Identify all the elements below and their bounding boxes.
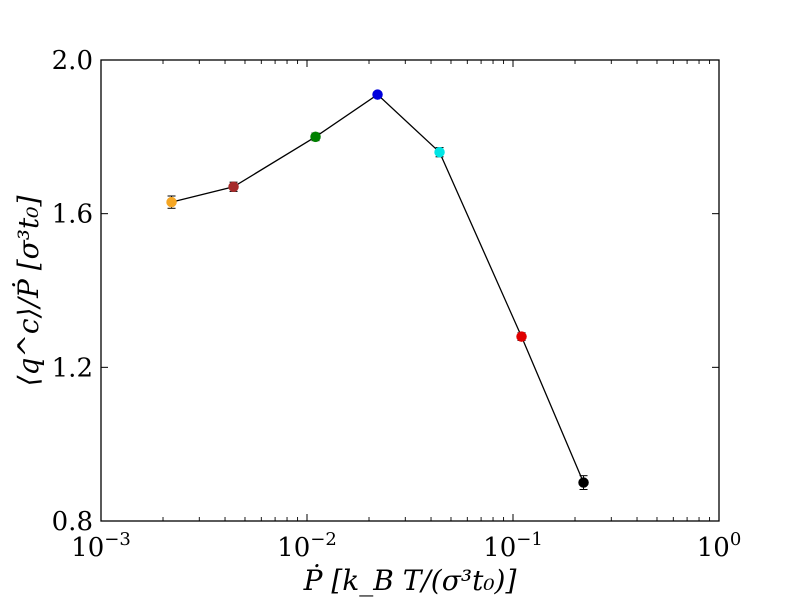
data-point: [516, 331, 527, 342]
y-axis-title: ⟨q^c⟩/Ṗ [σ³t₀]: [12, 196, 45, 387]
data-layer: [166, 89, 589, 490]
data-point: [228, 181, 239, 193]
y-tick-label: 1.2: [52, 353, 93, 383]
data-point: [434, 146, 445, 158]
data-point: [310, 131, 321, 143]
y-tick-label: 0.8: [52, 507, 93, 537]
x-tick-label: 10−1: [483, 529, 543, 563]
y-tick-label: 1.6: [52, 200, 93, 230]
x-tick-label: 100: [697, 529, 742, 563]
x-tick-label: 10−2: [277, 529, 337, 563]
x-axis-title: Ṗ [k_B T/(σ³t₀)]: [303, 564, 517, 597]
plot-area: [100, 59, 720, 522]
data-point: [578, 477, 589, 488]
x-tick-label: 10−3: [71, 529, 131, 563]
data-point: [372, 89, 383, 100]
data-point: [166, 196, 177, 208]
axis-ticks: 10−3 10−2 10−1 100 0.8 1.2 1.6 2.0: [52, 46, 742, 563]
y-tick-label: 2.0: [52, 46, 93, 76]
